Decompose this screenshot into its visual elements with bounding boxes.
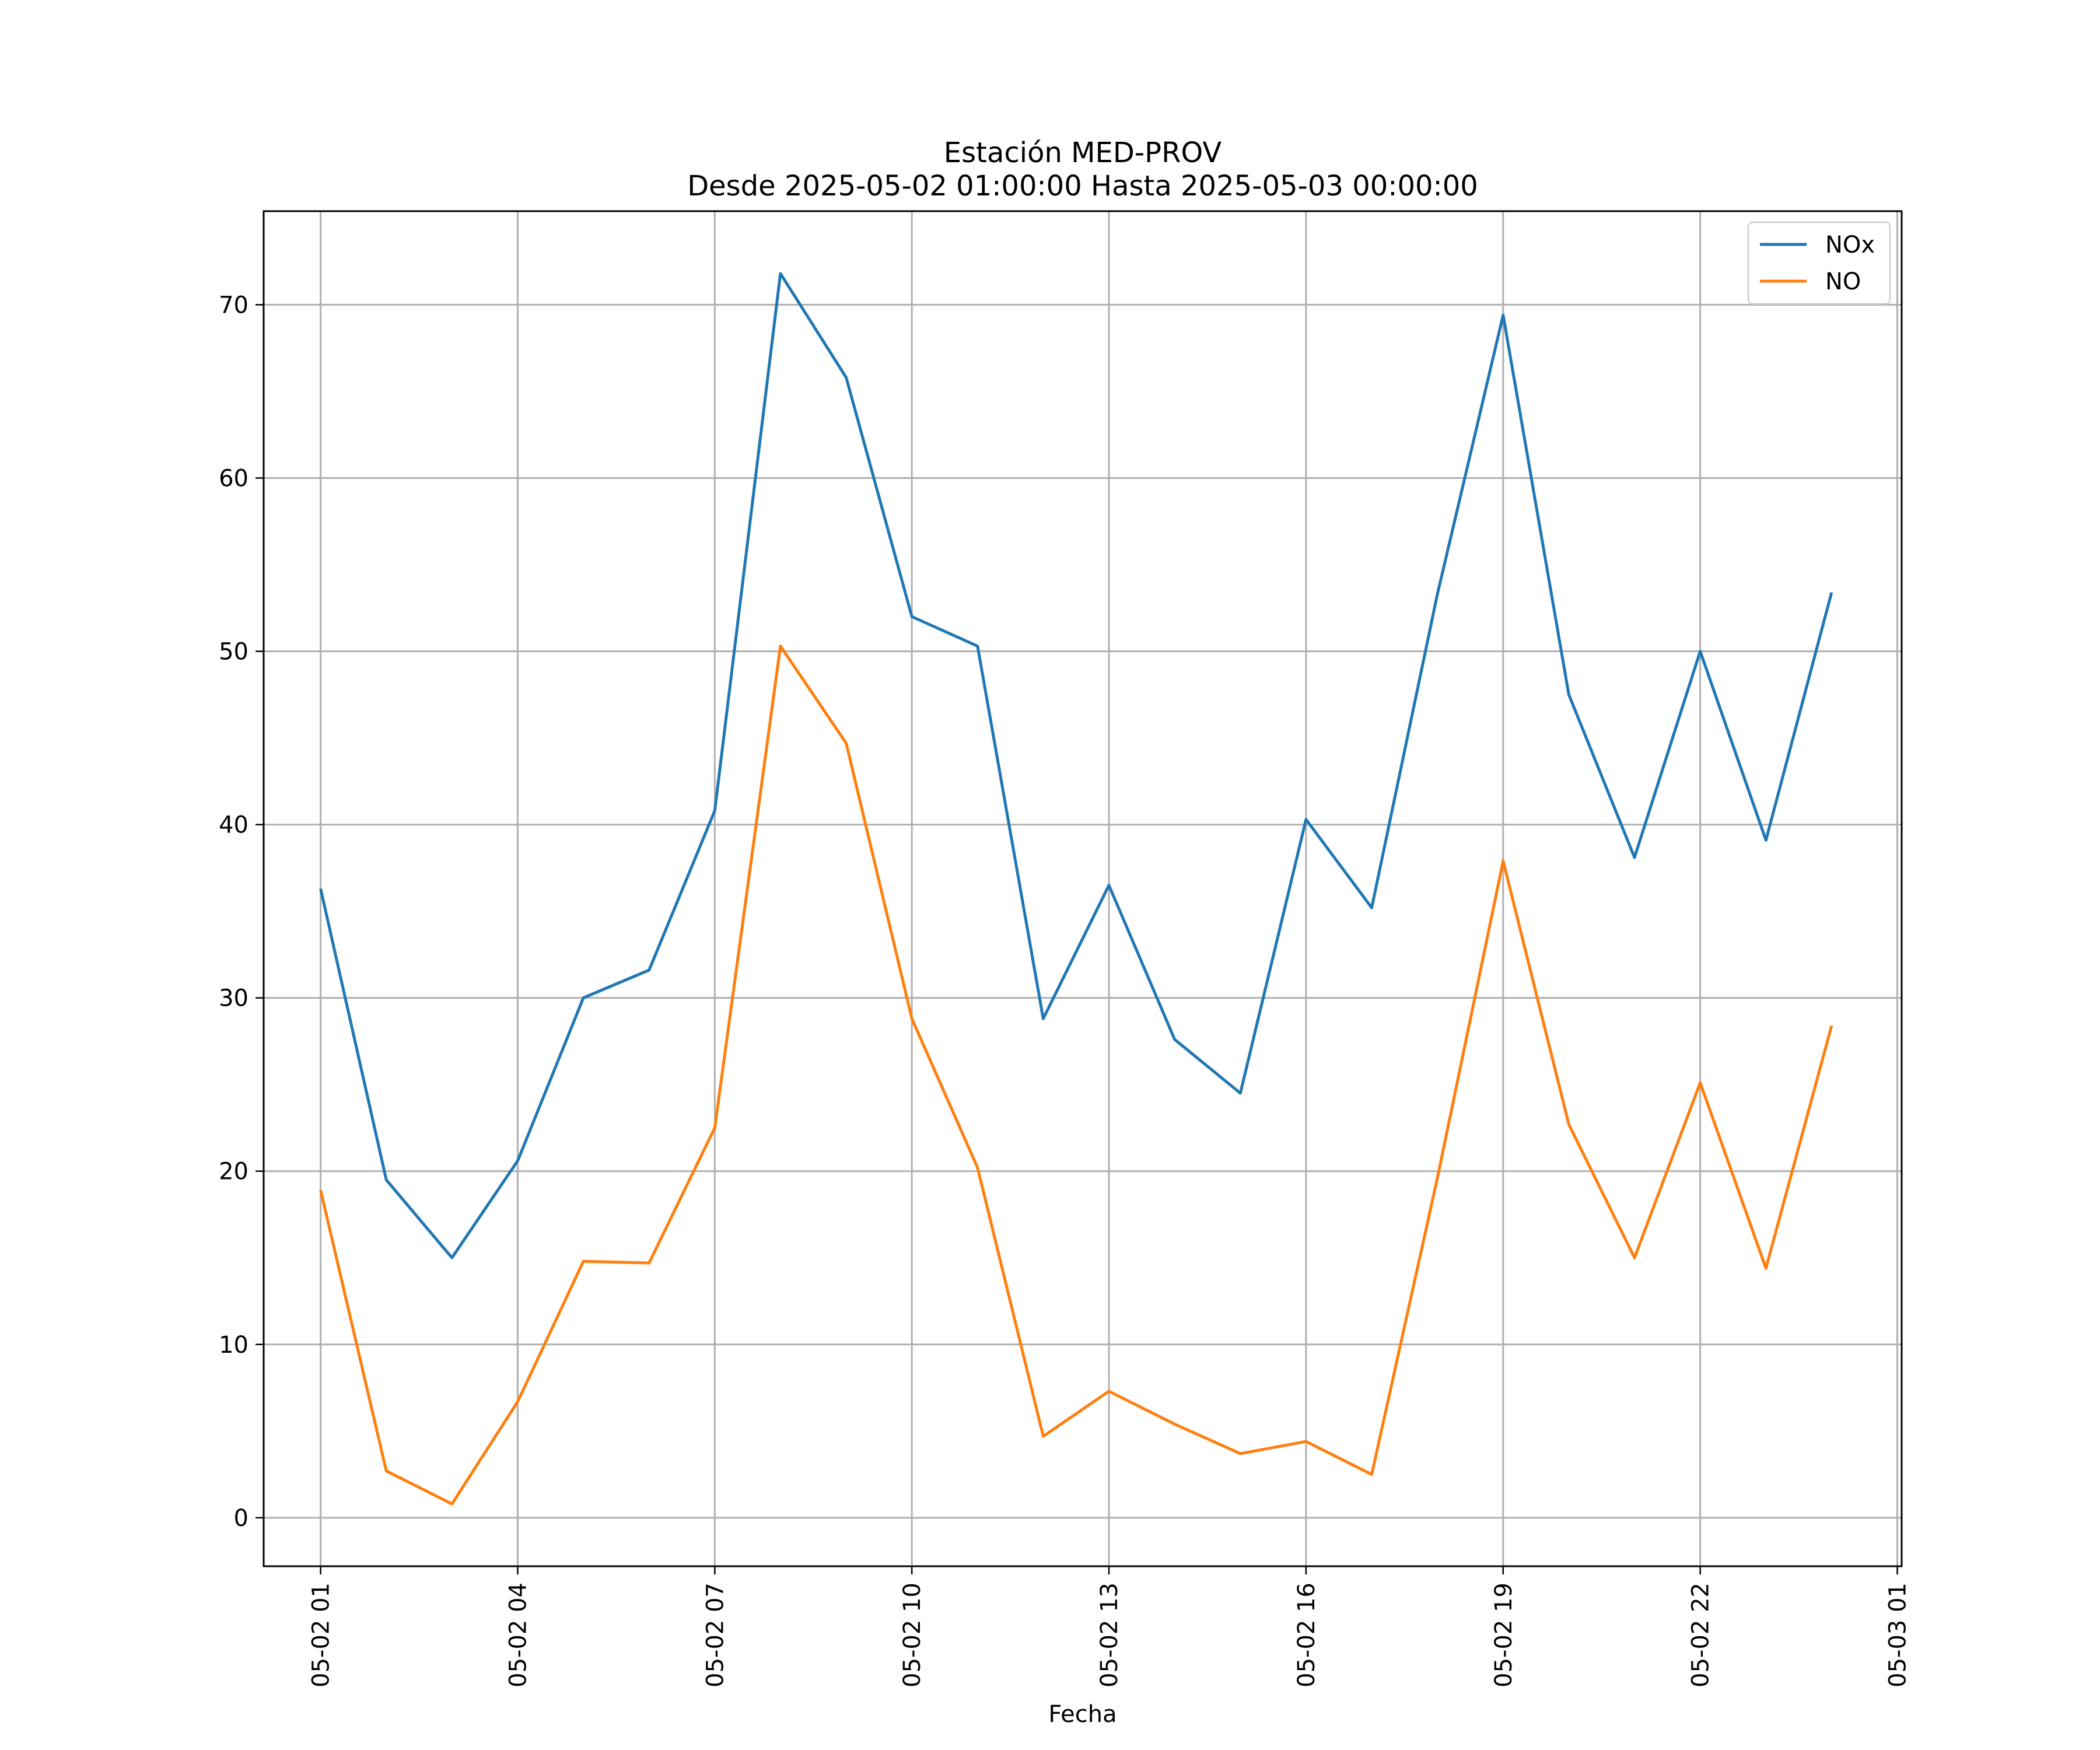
chart-subtitle: Desde 2025-05-02 01:00:00 Hasta 2025-05-…	[687, 170, 1478, 202]
x-tick-label: 05-02 16	[1293, 1583, 1320, 1688]
y-tick-label: 60	[219, 465, 249, 492]
legend-label: NO	[1825, 268, 1861, 295]
tick-layer: 05-02 01 05-02 04 05-02 07 05-02 10 05-02 13…	[219, 292, 1911, 1687]
x-tick-label: 05-03 01	[1884, 1583, 1911, 1688]
series-line-nox	[319, 272, 1833, 1259]
legend-box	[1747, 221, 1891, 305]
legend: NOx NO	[1747, 221, 1891, 305]
y-tick-label: 10	[219, 1332, 249, 1359]
x-tick-label: 05-02 10	[899, 1583, 926, 1688]
legend-label: NOx	[1825, 232, 1875, 258]
plot-frame	[262, 210, 1903, 1567]
series-layer	[319, 272, 1833, 1506]
y-tick-label: 20	[219, 1158, 249, 1185]
x-tick-label: 05-02 22	[1688, 1583, 1714, 1688]
y-tick-label: 30	[219, 985, 249, 1012]
y-tick-label: 50	[219, 639, 249, 666]
y-tick-label: 40	[219, 812, 249, 839]
x-tick-label: 05-02 13	[1096, 1583, 1123, 1688]
x-tick-label: 05-02 01	[308, 1583, 335, 1688]
y-tick-label: 0	[234, 1505, 249, 1532]
grid-layer	[264, 211, 1902, 1566]
x-axis-label: Fecha	[1048, 1701, 1116, 1728]
x-tick-label: 05-02 07	[702, 1583, 729, 1688]
y-tick-label: 70	[219, 292, 249, 318]
x-tick-label: 05-02 19	[1490, 1583, 1517, 1688]
x-tick-label: 05-02 04	[505, 1583, 531, 1688]
chart-title: Estación MED-PROV	[944, 136, 1222, 169]
series-line-no	[319, 645, 1833, 1506]
